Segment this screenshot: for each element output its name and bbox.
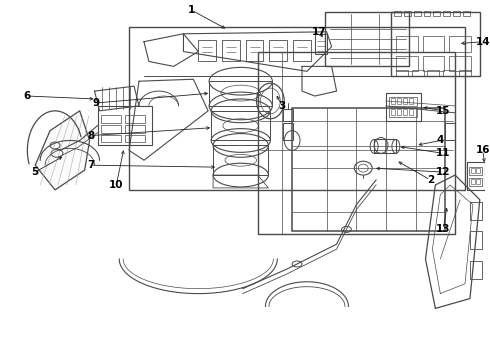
Text: 8: 8 bbox=[87, 131, 94, 140]
Bar bbox=[258, 51, 455, 234]
Text: 5: 5 bbox=[32, 167, 39, 177]
Text: 17: 17 bbox=[312, 27, 326, 37]
Bar bbox=[386, 93, 420, 121]
Bar bbox=[422, 36, 444, 51]
Bar bbox=[471, 168, 475, 173]
Bar bbox=[433, 11, 441, 16]
Bar bbox=[445, 123, 455, 140]
Text: 13: 13 bbox=[436, 224, 450, 234]
Bar bbox=[98, 106, 152, 145]
Bar bbox=[449, 36, 471, 51]
Bar bbox=[391, 12, 480, 76]
Bar bbox=[125, 115, 145, 123]
Bar bbox=[443, 11, 450, 16]
Bar bbox=[470, 231, 482, 249]
Bar bbox=[469, 178, 482, 186]
Bar bbox=[394, 11, 401, 16]
Bar bbox=[403, 98, 407, 104]
Bar bbox=[391, 98, 395, 104]
Text: 9: 9 bbox=[93, 98, 100, 108]
Bar bbox=[292, 108, 445, 231]
Bar bbox=[467, 162, 485, 190]
Bar bbox=[125, 135, 145, 143]
Bar bbox=[397, 109, 401, 115]
Bar bbox=[423, 11, 430, 16]
Bar bbox=[453, 11, 460, 16]
Bar bbox=[222, 40, 240, 62]
Bar bbox=[414, 11, 420, 16]
Bar bbox=[396, 55, 417, 71]
Bar bbox=[412, 70, 423, 76]
Bar bbox=[283, 123, 293, 140]
Bar bbox=[389, 97, 416, 106]
Bar bbox=[409, 98, 413, 104]
Bar bbox=[325, 12, 409, 66]
Bar bbox=[443, 70, 455, 76]
Text: 12: 12 bbox=[436, 167, 450, 177]
Bar bbox=[101, 115, 121, 123]
Bar bbox=[374, 139, 396, 153]
Bar bbox=[476, 179, 480, 184]
Text: 7: 7 bbox=[87, 160, 94, 170]
Text: 2: 2 bbox=[427, 175, 434, 185]
Text: 4: 4 bbox=[437, 135, 444, 145]
Bar bbox=[471, 179, 475, 184]
Bar bbox=[389, 108, 416, 117]
Bar bbox=[129, 27, 465, 190]
Text: 15: 15 bbox=[436, 106, 450, 116]
Bar bbox=[213, 145, 269, 175]
Bar bbox=[270, 40, 287, 62]
Polygon shape bbox=[35, 111, 90, 190]
Bar bbox=[470, 202, 482, 220]
Bar bbox=[459, 70, 471, 76]
Text: 6: 6 bbox=[24, 91, 31, 101]
Bar bbox=[476, 168, 480, 173]
Text: 3: 3 bbox=[279, 101, 286, 111]
Bar bbox=[283, 109, 293, 121]
Bar bbox=[315, 34, 327, 54]
Bar bbox=[245, 40, 264, 62]
Bar bbox=[397, 98, 401, 104]
Bar bbox=[449, 55, 471, 71]
Bar bbox=[463, 11, 470, 16]
Bar bbox=[391, 109, 395, 115]
Bar bbox=[101, 135, 121, 143]
Bar bbox=[101, 125, 121, 132]
Text: 10: 10 bbox=[109, 180, 123, 190]
Text: 14: 14 bbox=[475, 37, 490, 47]
Bar bbox=[422, 55, 444, 71]
Bar bbox=[209, 81, 272, 106]
Bar bbox=[293, 40, 311, 62]
Bar bbox=[470, 261, 482, 279]
Bar bbox=[198, 40, 216, 62]
Bar bbox=[404, 11, 411, 16]
Text: 1: 1 bbox=[188, 5, 195, 15]
Bar bbox=[211, 111, 270, 140]
Text: 16: 16 bbox=[475, 145, 490, 156]
Bar bbox=[427, 70, 440, 76]
Bar bbox=[403, 109, 407, 115]
Bar bbox=[409, 109, 413, 115]
Bar bbox=[396, 70, 408, 76]
Bar bbox=[469, 167, 482, 175]
Bar bbox=[125, 125, 145, 132]
Text: 11: 11 bbox=[436, 148, 450, 158]
Bar bbox=[396, 36, 417, 51]
